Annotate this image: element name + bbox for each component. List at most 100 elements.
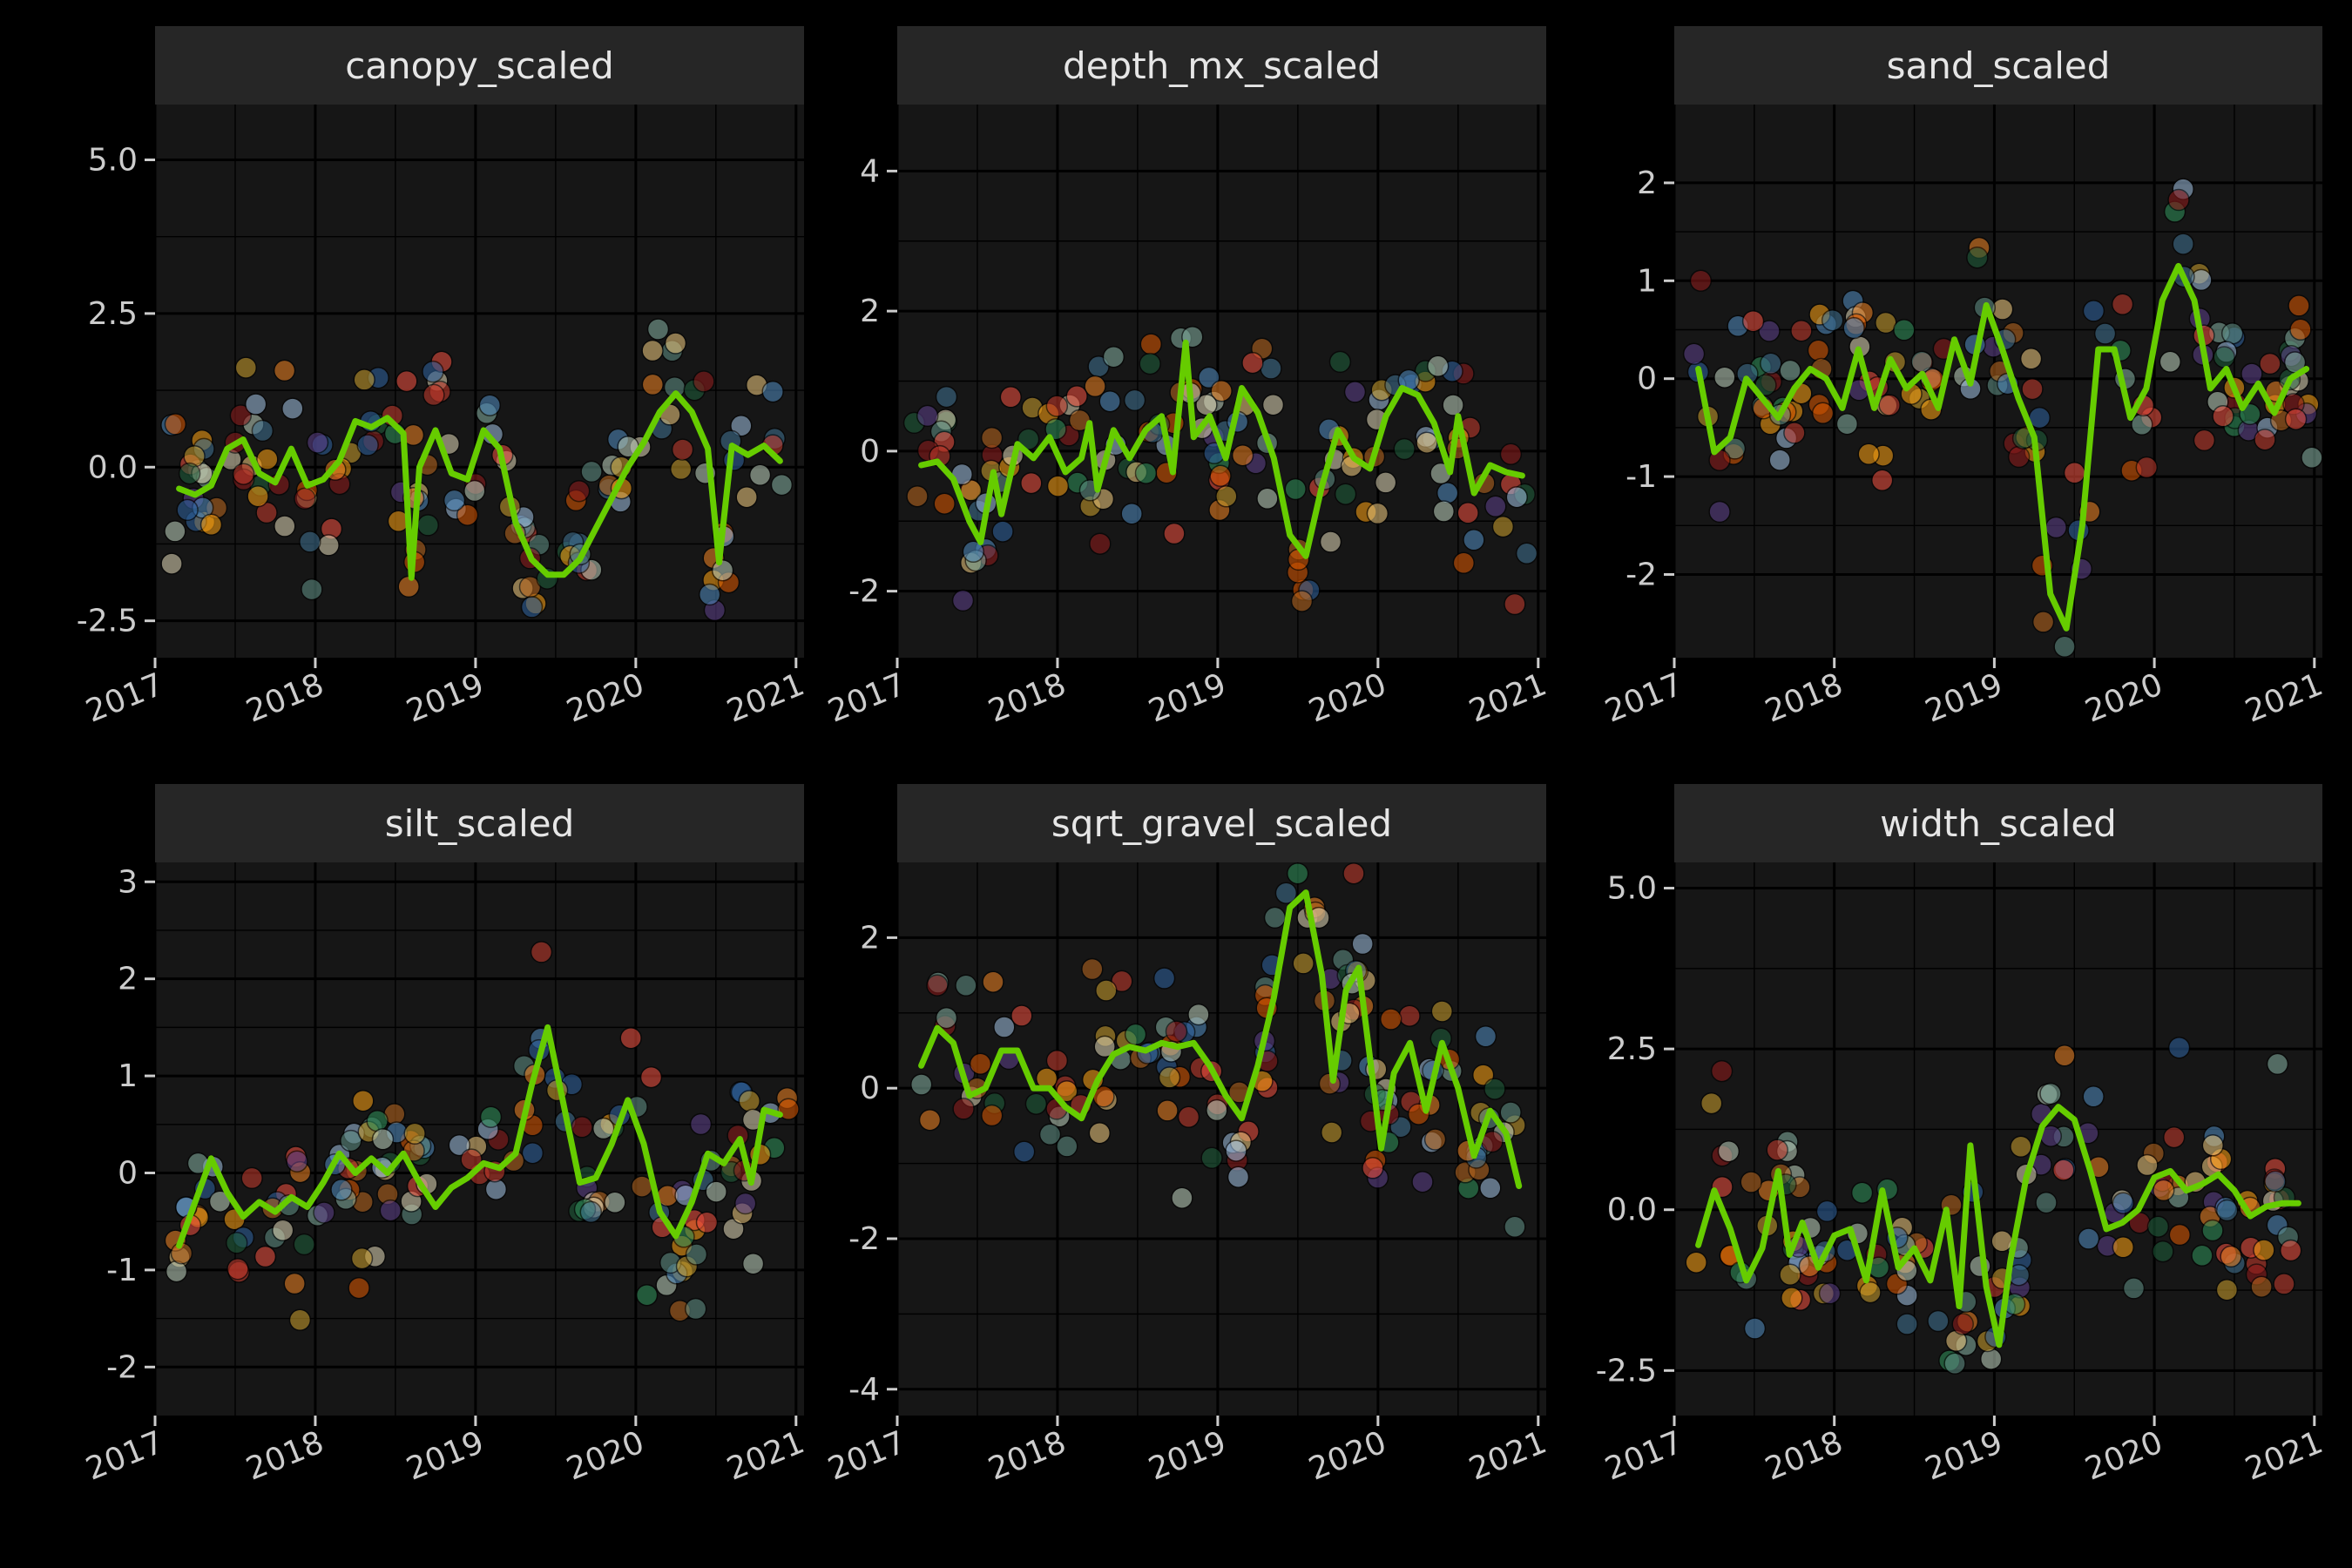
data-point xyxy=(2112,1237,2133,1258)
data-point xyxy=(2169,1225,2190,1246)
data-point xyxy=(2193,429,2214,450)
facet-panel-4: silt_scaled-2-101232017 2018 2019 2020 2021 xyxy=(81,784,809,1488)
data-point xyxy=(641,1067,662,1088)
data-point xyxy=(1684,343,1705,364)
data-point xyxy=(739,1091,760,1112)
data-point xyxy=(1288,863,1308,884)
y-tick-label: 0 xyxy=(860,1071,880,1106)
data-point xyxy=(1343,863,1364,884)
data-point xyxy=(1099,391,1120,412)
data-point xyxy=(1090,533,1111,554)
data-point xyxy=(1381,1009,1402,1030)
data-point xyxy=(1843,318,1864,339)
data-point xyxy=(697,1212,718,1233)
y-tick-label: 2 xyxy=(860,920,880,956)
data-point xyxy=(1879,395,1900,416)
data-point xyxy=(1416,432,1437,453)
data-point xyxy=(1046,1051,1067,1071)
data-point xyxy=(992,521,1013,542)
facet-strip-title: sqrt_gravel_scaled xyxy=(1051,802,1392,845)
data-point xyxy=(1352,934,1373,955)
y-tick-label: 0 xyxy=(860,434,880,470)
y-tick-label: -2.5 xyxy=(77,604,138,639)
data-point xyxy=(2290,319,2311,340)
facet-strip-title: silt_scaled xyxy=(385,802,575,845)
data-point xyxy=(417,515,438,536)
data-point xyxy=(464,481,485,502)
data-point xyxy=(2078,1228,2099,1249)
data-point xyxy=(1813,402,1834,423)
data-point xyxy=(177,499,198,520)
data-point xyxy=(581,461,602,482)
data-point xyxy=(686,1299,706,1320)
data-point xyxy=(373,1129,394,1150)
data-point xyxy=(1321,1122,1342,1143)
data-point xyxy=(907,486,928,507)
data-point xyxy=(235,357,256,378)
data-point xyxy=(1820,1283,1841,1304)
data-point xyxy=(1082,959,1103,980)
data-point xyxy=(1096,980,1117,1001)
data-point xyxy=(2045,517,2066,538)
data-point xyxy=(1188,1004,1209,1025)
data-point xyxy=(274,516,295,537)
y-tick-label: -1 xyxy=(106,1253,138,1288)
data-point xyxy=(2095,323,2116,344)
data-point xyxy=(308,432,328,453)
data-point xyxy=(274,360,295,381)
y-tick-label: 2.5 xyxy=(1607,1031,1657,1067)
data-point xyxy=(1179,1106,1200,1127)
data-point xyxy=(257,449,278,470)
data-point xyxy=(246,394,267,415)
y-tick-label: 0 xyxy=(1637,362,1657,397)
data-point xyxy=(2254,1240,2274,1260)
data-point xyxy=(1485,496,1506,517)
data-point xyxy=(1709,502,1730,523)
data-point xyxy=(953,1098,974,1119)
data-point xyxy=(282,398,303,419)
y-tick-label: 3 xyxy=(118,864,138,900)
y-tick-label: 2 xyxy=(118,962,138,997)
facet-strip-title: sand_scaled xyxy=(1887,44,2111,87)
y-tick-label: -1 xyxy=(1625,459,1657,495)
data-point xyxy=(1504,1216,1525,1237)
data-point xyxy=(671,458,692,479)
data-point xyxy=(284,1274,305,1294)
data-point xyxy=(2054,636,2075,657)
data-point xyxy=(1808,340,1828,361)
data-point xyxy=(1265,907,1286,928)
facet-panel-1: canopy_scaled-2.50.02.55.02017 2018 2019 20… xyxy=(77,26,809,730)
data-point xyxy=(2009,447,2030,468)
data-point xyxy=(2217,1200,2238,1221)
data-point xyxy=(287,1151,308,1172)
data-point xyxy=(2213,347,2234,368)
data-point xyxy=(179,463,200,484)
data-point xyxy=(233,463,254,484)
data-point xyxy=(2192,1245,2213,1266)
data-point xyxy=(1210,465,1231,486)
data-point xyxy=(331,1179,352,1200)
data-point xyxy=(2033,612,2054,632)
data-point xyxy=(161,553,182,574)
data-point xyxy=(1492,517,1513,537)
data-point xyxy=(1443,395,1463,416)
data-point xyxy=(970,1053,991,1074)
data-point xyxy=(982,1105,1003,1126)
data-point xyxy=(2147,1216,2168,1237)
data-point xyxy=(2022,379,2043,400)
data-point xyxy=(713,560,733,581)
data-point xyxy=(1780,1264,1801,1285)
data-point xyxy=(2136,457,2157,478)
data-point xyxy=(1740,1172,1761,1193)
data-point xyxy=(983,971,1004,992)
data-point xyxy=(1206,1100,1227,1121)
data-point xyxy=(2202,1220,2223,1241)
data-point xyxy=(1228,1166,1249,1187)
data-point xyxy=(1991,1231,2012,1252)
facet-panel-3: sand_scaled-2-10122017 2018 2019 2020 2021 xyxy=(1600,26,2328,730)
data-point xyxy=(522,597,543,618)
data-point xyxy=(1000,387,1021,408)
data-point xyxy=(920,1110,941,1131)
data-point xyxy=(301,579,322,600)
